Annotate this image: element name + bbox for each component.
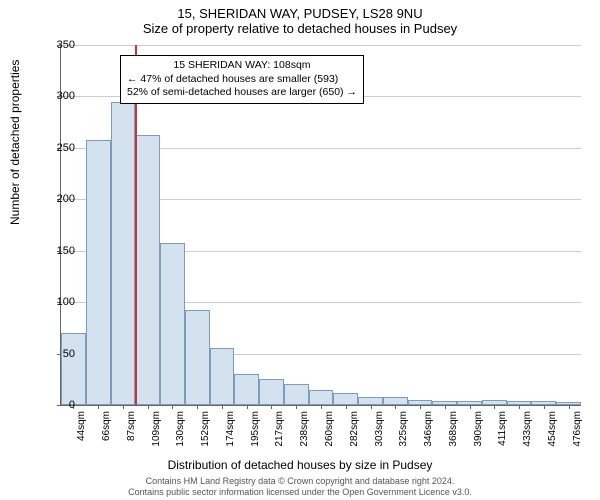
bar [86,140,111,405]
annotation-line1: 15 SHERIDAN WAY: 108sqm [127,59,357,73]
xtick-mark [197,405,198,409]
xtick-label: 454sqm [547,411,558,447]
xtick-mark [321,405,322,409]
chart-container: 15, SHERIDAN WAY, PUDSEY, LS28 9NU Size … [0,0,600,500]
annotation-line3: 52% of semi-detached houses are larger (… [127,86,357,100]
bar [234,374,259,405]
xtick-label: 390sqm [473,411,484,447]
annotation-box: 15 SHERIDAN WAY: 108sqm ← 47% of detache… [120,55,364,104]
xtick-mark [247,405,248,409]
bar [210,348,235,405]
bar [135,135,160,406]
annotation-line2: ← 47% of detached houses are smaller (59… [127,73,357,87]
xtick-mark [172,405,173,409]
bar [383,397,408,405]
xtick-label: 282sqm [349,411,360,447]
xtick-mark [346,405,347,409]
xtick-mark [123,405,124,409]
ytick-label: 100 [35,296,75,308]
xtick-label: 44sqm [76,411,87,441]
xtick-label: 87sqm [126,411,137,441]
xtick-mark [395,405,396,409]
ytick-label: 50 [35,348,75,360]
ytick-label: 350 [35,39,75,51]
footer-line1: Contains HM Land Registry data © Crown c… [0,476,600,487]
xtick-mark [371,405,372,409]
xtick-label: 109sqm [151,411,162,447]
bar [309,390,334,405]
xtick-label: 66sqm [101,411,112,441]
grid-line [61,45,581,46]
ytick-label: 0 [35,399,75,411]
xtick-mark [569,405,570,409]
ytick-label: 300 [35,90,75,102]
xtick-mark [98,405,99,409]
bar [160,243,185,406]
xtick-mark [148,405,149,409]
bar [333,393,358,405]
title-main: 15, SHERIDAN WAY, PUDSEY, LS28 9NU [0,0,600,21]
xtick-label: 368sqm [448,411,459,447]
ytick-label: 150 [35,245,75,257]
bar [259,379,284,405]
xtick-label: 346sqm [423,411,434,447]
ytick-label: 250 [35,142,75,154]
xtick-mark [296,405,297,409]
xtick-label: 325sqm [398,411,409,447]
xtick-mark [445,405,446,409]
bar [358,397,383,405]
xtick-label: 411sqm [497,411,508,446]
ytick-label: 200 [35,193,75,205]
y-axis-label: Number of detached properties [8,60,22,225]
bar [284,384,309,405]
footer-line2: Contains public sector information licen… [0,487,600,498]
xtick-mark [222,405,223,409]
xtick-label: 303sqm [374,411,385,447]
xtick-mark [470,405,471,409]
title-sub: Size of property relative to detached ho… [0,21,600,40]
xtick-mark [271,405,272,409]
bar [111,102,136,405]
xtick-label: 260sqm [324,411,335,447]
xtick-mark [544,405,545,409]
xtick-label: 433sqm [522,411,533,447]
xtick-mark [494,405,495,409]
xtick-label: 476sqm [572,411,583,447]
xtick-label: 174sqm [225,411,236,447]
x-axis-label: Distribution of detached houses by size … [0,458,600,472]
xtick-mark [420,405,421,409]
xtick-label: 130sqm [175,411,186,447]
footer: Contains HM Land Registry data © Crown c… [0,476,600,498]
xtick-label: 195sqm [250,411,261,447]
xtick-label: 238sqm [299,411,310,447]
xtick-label: 152sqm [200,411,211,447]
bar [185,310,210,405]
xtick-mark [519,405,520,409]
xtick-label: 217sqm [274,411,285,447]
bar [61,333,86,405]
